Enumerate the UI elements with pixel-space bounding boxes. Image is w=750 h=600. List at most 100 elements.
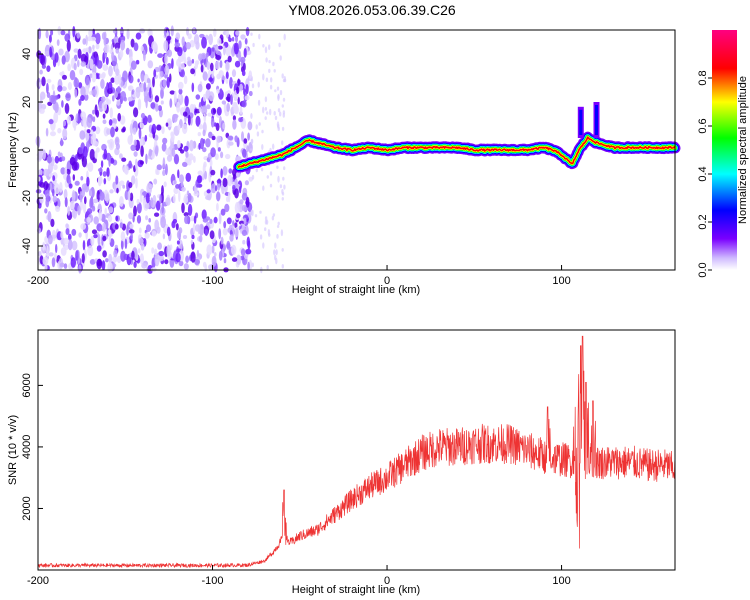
noise-speckle <box>54 155 60 164</box>
noise-speckle <box>196 175 202 184</box>
noise-speckle <box>241 100 247 108</box>
noise-speckle <box>106 167 110 178</box>
noise-speckle <box>151 41 158 51</box>
noise-speckle <box>240 248 246 256</box>
noise-speckle <box>190 251 196 263</box>
noise-speckle <box>164 163 168 176</box>
noise-speckle <box>181 186 186 192</box>
noise-speckle <box>177 169 180 179</box>
noise-speckle <box>80 53 87 63</box>
noise-speckle <box>202 129 206 137</box>
noise-speckle <box>115 143 120 150</box>
noise-speckle <box>172 114 179 119</box>
noise-speckle <box>113 249 118 258</box>
noise-speckle <box>272 143 275 150</box>
noise-speckle <box>140 73 144 83</box>
noise-speckle <box>139 122 144 129</box>
noise-speckle <box>239 199 244 205</box>
noise-speckle <box>153 178 158 185</box>
noise-speckle <box>119 49 124 58</box>
noise-speckle <box>140 112 146 119</box>
noise-speckle <box>178 260 184 267</box>
noise-speckle <box>102 235 107 242</box>
noise-speckle <box>221 76 226 81</box>
noise-speckle <box>105 193 110 204</box>
noise-speckle <box>217 147 221 152</box>
noise-speckle <box>151 230 157 237</box>
noise-speckle <box>48 162 53 174</box>
colorbar-tick-label: 0.8 <box>697 70 709 85</box>
noise-speckle <box>158 250 165 257</box>
noise-speckle <box>227 174 233 187</box>
noise-speckle <box>283 166 286 171</box>
y-tick-label: 0 <box>21 147 33 153</box>
noise-speckle <box>123 165 129 174</box>
noise-speckle <box>112 255 118 263</box>
noise-speckle <box>119 153 123 160</box>
noise-speckle <box>114 223 119 230</box>
noise-speckle <box>211 255 217 267</box>
noise-speckle <box>68 233 72 241</box>
noise-speckle <box>223 45 226 56</box>
y-tick-label: -40 <box>21 238 33 254</box>
noise-speckle <box>269 84 273 90</box>
noise-speckle <box>42 149 46 160</box>
snr-x-axis-label: Height of straight line (km) <box>292 584 420 596</box>
noise-speckle <box>86 129 91 134</box>
noise-speckle <box>76 32 81 39</box>
noise-speckle <box>162 233 166 240</box>
noise-speckle <box>196 249 200 258</box>
noise-speckle <box>171 147 176 157</box>
noise-speckle <box>38 251 42 257</box>
noise-speckle <box>60 137 63 147</box>
noise-speckle <box>51 257 56 268</box>
noise-speckle <box>216 73 221 80</box>
noise-speckle <box>157 242 163 250</box>
noise-speckle <box>201 105 208 116</box>
noise-speckle <box>175 252 181 263</box>
noise-speckle <box>47 101 53 107</box>
noise-speckle <box>281 104 284 108</box>
noise-speckle <box>136 198 140 205</box>
noise-speckle <box>223 221 227 229</box>
noise-speckle <box>150 102 156 109</box>
noise-speckle <box>108 253 113 264</box>
noise-speckle <box>226 217 232 225</box>
noise-speckle <box>39 69 43 75</box>
noise-speckle <box>93 234 98 239</box>
noise-speckle <box>236 86 240 95</box>
noise-speckle <box>231 244 237 256</box>
noise-speckle <box>71 190 76 202</box>
noise-speckle <box>115 215 119 222</box>
noise-speckle <box>266 111 269 115</box>
noise-speckle <box>247 261 250 271</box>
noise-speckle <box>163 40 169 52</box>
noise-speckle <box>264 46 268 54</box>
noise-speckle <box>147 264 154 274</box>
noise-speckle <box>150 197 154 207</box>
noise-speckle <box>45 198 50 208</box>
noise-speckle <box>183 75 188 85</box>
noise-speckle <box>177 140 181 149</box>
noise-speckle <box>115 47 120 54</box>
noise-speckle <box>264 96 268 103</box>
noise-speckle <box>203 161 207 168</box>
noise-speckle <box>225 61 230 71</box>
noise-speckle <box>222 228 228 236</box>
noise-speckle <box>274 254 277 261</box>
noise-speckle <box>240 34 246 40</box>
noise-speckle <box>246 236 250 248</box>
noise-speckle <box>124 238 128 250</box>
noise-speckle <box>117 73 122 85</box>
noise-speckle <box>128 182 133 189</box>
noise-speckle <box>77 112 80 125</box>
noise-speckle <box>277 126 280 131</box>
noise-speckle <box>165 148 171 156</box>
noise-speckle <box>269 183 273 188</box>
noise-speckle <box>229 234 234 242</box>
noise-speckle <box>208 131 213 139</box>
noise-speckle <box>92 109 95 115</box>
noise-speckle <box>164 259 169 265</box>
noise-speckle <box>166 226 171 237</box>
